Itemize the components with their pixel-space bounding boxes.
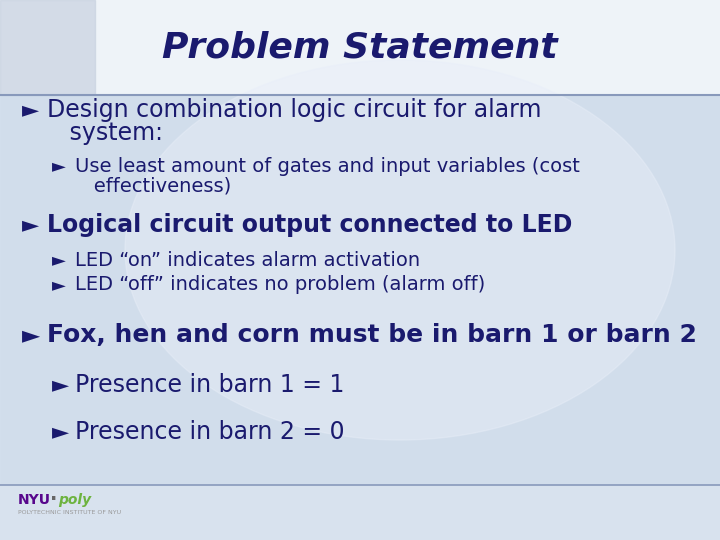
Text: ►: ►: [22, 100, 39, 120]
Text: POLYTECHNIC INSTITUTE OF NYU: POLYTECHNIC INSTITUTE OF NYU: [18, 510, 121, 515]
Bar: [0, 485, 720, 540]
Text: Design combination logic circuit for alarm: Design combination logic circuit for ala…: [47, 98, 541, 122]
Text: ►: ►: [52, 375, 69, 395]
Text: ►: ►: [52, 157, 66, 175]
Text: Logical circuit output connected to LED: Logical circuit output connected to LED: [47, 213, 572, 237]
Text: LED “on” indicates alarm activation: LED “on” indicates alarm activation: [75, 251, 420, 269]
Text: ►: ►: [52, 422, 69, 442]
Text: system:: system:: [47, 121, 163, 145]
Bar: [0, 0, 720, 94]
Text: Presence in barn 2 = 0: Presence in barn 2 = 0: [75, 420, 345, 444]
Text: Use least amount of gates and input variables (cost: Use least amount of gates and input vari…: [75, 157, 580, 176]
Bar: [0, 94, 720, 485]
Text: NYU: NYU: [18, 493, 51, 507]
Bar: [0, 94, 720, 485]
Ellipse shape: [125, 60, 675, 440]
Text: ►: ►: [52, 251, 66, 269]
Text: Presence in barn 1 = 1: Presence in barn 1 = 1: [75, 373, 344, 397]
Text: ·: ·: [50, 490, 58, 510]
Text: Problem Statement: Problem Statement: [162, 31, 558, 65]
Text: ►: ►: [22, 215, 39, 235]
Text: ►: ►: [52, 276, 66, 294]
Text: ►: ►: [22, 323, 40, 347]
Text: Fox, hen and corn must be in barn 1 or barn 2: Fox, hen and corn must be in barn 1 or b…: [47, 323, 697, 347]
Text: effectiveness): effectiveness): [75, 177, 231, 195]
Text: LED “off” indicates no problem (alarm off): LED “off” indicates no problem (alarm of…: [75, 275, 485, 294]
Text: poly: poly: [58, 493, 91, 507]
Bar: [0, 0, 95, 94]
